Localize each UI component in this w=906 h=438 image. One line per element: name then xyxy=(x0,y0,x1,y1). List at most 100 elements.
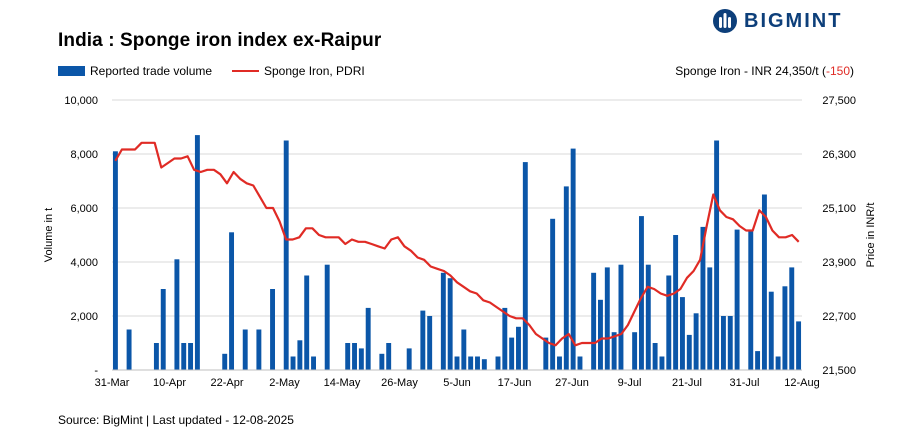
volume-bar xyxy=(420,310,426,370)
volume-bar xyxy=(112,151,118,370)
volume-bar xyxy=(427,316,433,370)
volume-bar xyxy=(768,291,774,370)
volume-bar xyxy=(352,343,357,370)
legend-line-swatch xyxy=(232,70,259,72)
brand-name: BIGMINT xyxy=(744,9,843,32)
volume-bar xyxy=(365,307,371,370)
volume-bar xyxy=(447,278,453,370)
volume-bar xyxy=(727,316,733,370)
volume-bar xyxy=(495,356,501,370)
volume-bar xyxy=(543,337,549,370)
volume-bar xyxy=(679,297,685,370)
volume-bar xyxy=(481,359,487,370)
x-tick-label: 22-Apr xyxy=(210,377,243,389)
volume-bar xyxy=(782,286,788,370)
volume-bar xyxy=(666,275,672,370)
volume-bar xyxy=(283,140,289,370)
volume-bar xyxy=(153,343,159,370)
x-tick-label: 2-May xyxy=(269,377,300,389)
volume-bars xyxy=(112,135,802,370)
volume-bar xyxy=(577,356,583,370)
x-tick-label: 26-May xyxy=(381,377,418,389)
volume-bar xyxy=(700,226,706,370)
volume-bar xyxy=(242,329,248,370)
y-axis-ticks: - 2,000 4,000 6,000 8,000 10,000 xyxy=(64,95,98,377)
x-tick-label: 31-Jul xyxy=(730,377,760,389)
legend-line-label: Sponge Iron, PDRI xyxy=(264,64,365,78)
volume-bar xyxy=(693,313,699,370)
legend-line: Sponge Iron, PDRI xyxy=(232,64,365,78)
volume-bar xyxy=(557,356,562,370)
y2-tick-label: 26,300 xyxy=(822,149,856,161)
volume-bar xyxy=(454,356,460,370)
x-tick-label: 10-Apr xyxy=(153,377,186,389)
y2-tick-label: 25,100 xyxy=(822,203,856,215)
volume-bar xyxy=(618,264,624,370)
y2-tick-label: 21,500 xyxy=(822,365,856,377)
volume-bar xyxy=(673,235,679,370)
x-tick-label: 21-Jul xyxy=(672,377,702,389)
volume-bar xyxy=(563,186,569,370)
volume-bar xyxy=(591,272,597,370)
x-tick-label: 9-Jul xyxy=(618,377,642,389)
y-tick-label: 6,000 xyxy=(70,203,98,215)
volume-bar xyxy=(598,299,603,370)
volume-bar xyxy=(358,348,364,370)
x-tick-label: 27-Jun xyxy=(555,377,589,389)
volume-bar xyxy=(522,162,528,370)
x-tick-label: 17-Jun xyxy=(498,377,532,389)
volume-bar xyxy=(194,135,200,370)
volume-bar xyxy=(734,229,740,370)
volume-bar xyxy=(297,340,303,370)
y2-axis-ticks: 21,500 22,700 23,900 25,100 26,300 27,500 xyxy=(822,95,856,377)
volume-bar xyxy=(386,343,392,370)
volume-bar xyxy=(645,264,651,370)
price-change: -150 xyxy=(825,64,850,78)
volume-bar xyxy=(570,148,576,370)
volume-bar xyxy=(222,353,228,370)
x-tick-label: 12-Aug xyxy=(784,377,819,389)
y2-tick-label: 22,700 xyxy=(822,311,856,323)
bigmint-logo-icon xyxy=(713,9,737,33)
x-tick-label: 5-Jun xyxy=(443,377,471,389)
volume-bar xyxy=(686,334,692,370)
volume-bar xyxy=(516,326,521,370)
volume-bar xyxy=(160,289,166,370)
volume-bar xyxy=(720,316,726,370)
volume-bar xyxy=(174,259,180,370)
volume-bar xyxy=(638,216,644,370)
y-axis-label: Volume in t xyxy=(43,208,55,262)
volume-bar xyxy=(509,337,515,370)
volume-bar xyxy=(775,356,781,370)
volume-bar xyxy=(126,329,132,370)
volume-bar xyxy=(707,267,713,370)
chart-title: India : Sponge iron index ex-Raipur xyxy=(58,30,382,51)
volume-bar xyxy=(789,267,795,370)
volume-bar xyxy=(748,229,754,370)
volume-bar xyxy=(304,275,310,370)
volume-bar xyxy=(652,343,658,370)
y2-tick-label: 27,500 xyxy=(822,95,856,107)
legend-bars: Reported trade volume xyxy=(58,64,212,78)
volume-bar xyxy=(550,218,556,370)
volume-bar xyxy=(440,272,446,370)
volume-bar xyxy=(796,321,802,370)
y-tick-label: - xyxy=(94,365,98,377)
y-tick-label: 4,000 xyxy=(70,257,98,269)
y2-axis-label: Price in INR/t xyxy=(865,203,877,268)
volume-bar xyxy=(406,348,412,370)
volume-bar xyxy=(290,356,296,370)
volume-bar xyxy=(181,343,187,370)
volume-bar xyxy=(604,267,610,370)
volume-bar xyxy=(632,332,638,370)
x-tick-label: 14-May xyxy=(324,377,361,389)
legend-bar-swatch xyxy=(58,66,85,76)
volume-bar xyxy=(324,264,330,370)
volume-bar xyxy=(256,329,262,370)
x-axis-ticks: 31-Mar 10-Apr 22-Apr 2-May 14-May 26-May 5-Jun… xyxy=(95,377,820,389)
volume-bar xyxy=(229,232,235,370)
volume-bar xyxy=(761,194,767,370)
price-note: Sponge Iron - INR 24,350/t (-150) xyxy=(675,64,854,78)
volume-bar xyxy=(475,356,480,370)
